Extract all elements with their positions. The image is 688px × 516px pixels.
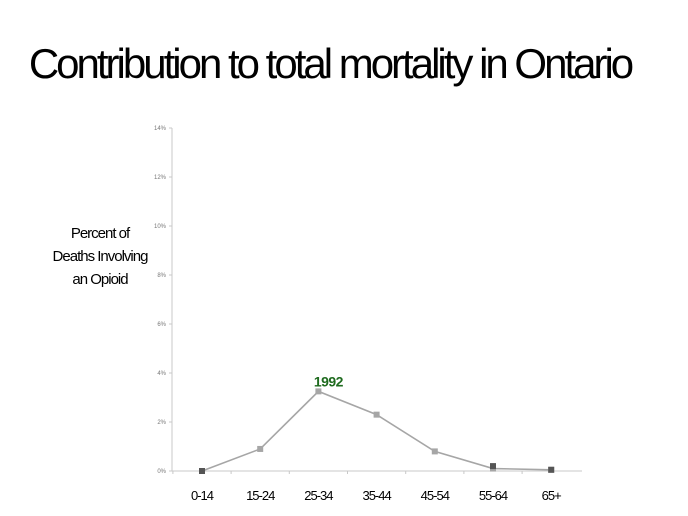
y-tick-label: 2% bbox=[157, 420, 166, 426]
y-tick-label: 12% bbox=[154, 175, 167, 181]
x-tick-label: 25-34 bbox=[304, 488, 333, 503]
y-axis-label-line-3: an Opioid bbox=[72, 271, 128, 288]
x-tick-label: 15-24 bbox=[246, 488, 275, 503]
data-point bbox=[373, 411, 380, 418]
series-line bbox=[201, 390, 552, 472]
x-tick-label: 35-44 bbox=[362, 488, 391, 503]
y-axis-label-line-1: Percent of bbox=[70, 225, 130, 242]
x-tick-label: 45-54 bbox=[421, 488, 450, 503]
y-tick-label: 0% bbox=[157, 469, 166, 475]
y-axis-label: Percent of Deaths Involving an Opioid bbox=[36, 222, 164, 291]
y-tick-label: 8% bbox=[157, 273, 166, 279]
x-tick-label: 0-14 bbox=[191, 488, 214, 503]
series-label: 1992 bbox=[314, 373, 344, 389]
y-axis-label-line-2: Deaths Involving bbox=[52, 248, 149, 265]
y-tick-label: 10% bbox=[154, 224, 167, 230]
y-tick-label: 6% bbox=[157, 322, 166, 328]
marker-point bbox=[490, 463, 496, 470]
x-tick-label: 55-64 bbox=[479, 488, 508, 503]
marker-point bbox=[548, 466, 555, 473]
data-point bbox=[431, 448, 438, 455]
y-tick-label: 4% bbox=[157, 371, 166, 377]
marker-point bbox=[199, 468, 205, 474]
x-tick-label: 65+ bbox=[542, 488, 561, 503]
data-point bbox=[257, 445, 264, 452]
data-point bbox=[315, 388, 322, 395]
slide-title: Contribution to total mortality in Ontar… bbox=[28, 40, 634, 87]
y-tick-label: 14% bbox=[154, 126, 167, 132]
